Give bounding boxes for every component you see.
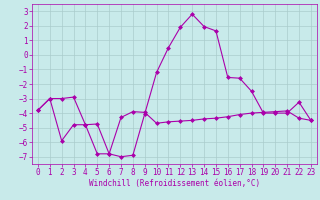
X-axis label: Windchill (Refroidissement éolien,°C): Windchill (Refroidissement éolien,°C)	[89, 179, 260, 188]
